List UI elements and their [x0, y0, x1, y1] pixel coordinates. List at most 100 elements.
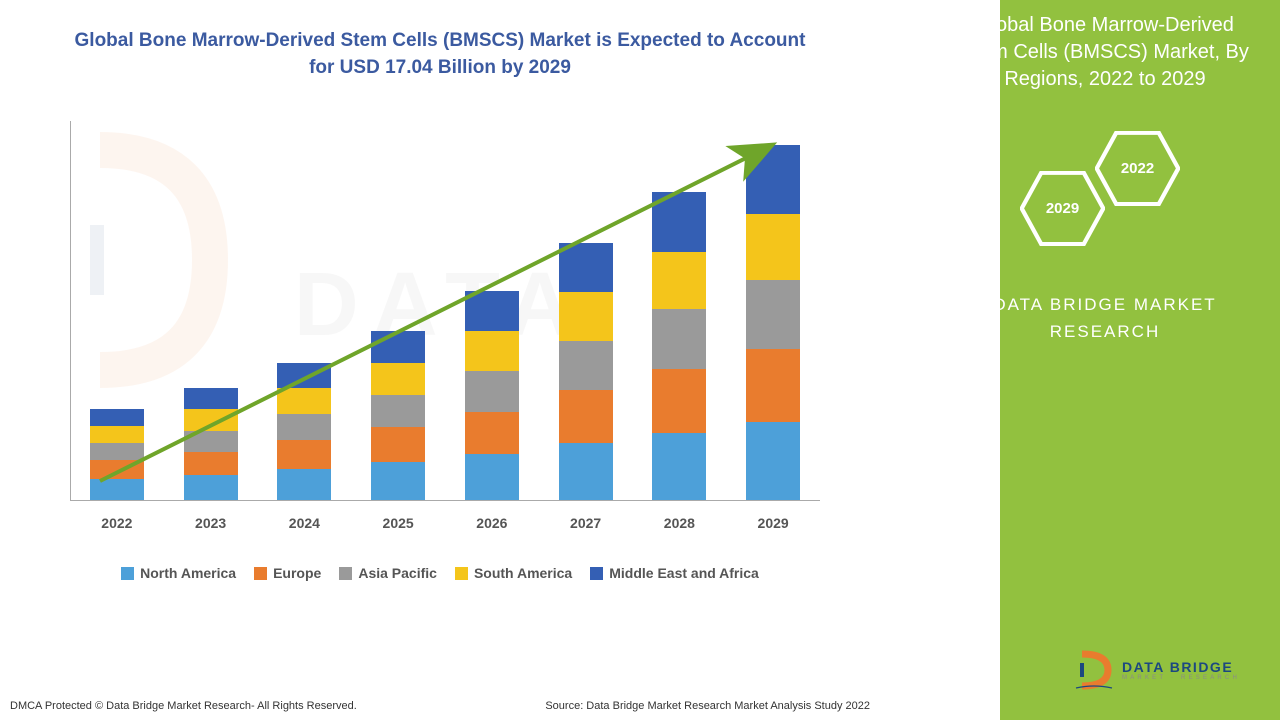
hexagon-2022-label: 2022	[1121, 160, 1154, 177]
legend-swatch	[455, 567, 468, 580]
chart-container: 20222023202420252026202720282029	[30, 121, 850, 551]
bar-stack	[559, 243, 613, 501]
legend-swatch	[254, 567, 267, 580]
legend-swatch	[121, 567, 134, 580]
panel-curve-divider	[880, 0, 1000, 720]
bar-segment	[652, 252, 706, 309]
logo-text-line2: MARKET · RESEARCH	[1122, 675, 1240, 681]
bar-segment	[371, 462, 425, 500]
hexagon-2029-label: 2029	[1046, 200, 1079, 217]
legend-swatch	[590, 567, 603, 580]
bar-segment	[465, 412, 519, 454]
bar-column	[633, 192, 727, 500]
chart-plot-area	[70, 121, 820, 501]
chart-title: Global Bone Marrow-Derived Stem Cells (B…	[30, 28, 850, 81]
x-axis-label: 2025	[351, 515, 445, 531]
bar-column	[351, 331, 445, 500]
bar-segment	[184, 409, 238, 430]
legend-item: Asia Pacific	[339, 565, 437, 581]
bar-segment	[652, 369, 706, 432]
bar-segment	[746, 422, 800, 500]
footer: DMCA Protected © Data Bridge Market Rese…	[10, 700, 870, 712]
bar-segment	[371, 363, 425, 395]
legend-label: South America	[474, 565, 572, 581]
legend-item: North America	[121, 565, 236, 581]
bar-segment	[746, 145, 800, 215]
bar-segment	[559, 390, 613, 443]
bar-column	[726, 145, 820, 501]
x-axis-label: 2029	[726, 515, 820, 531]
logo-text-line1: DATA BRIDGE	[1122, 659, 1240, 675]
bar-segment	[90, 426, 144, 443]
bar-segment	[277, 469, 331, 501]
bar-stack	[277, 363, 331, 500]
x-axis-label: 2024	[258, 515, 352, 531]
bar-segment	[184, 388, 238, 409]
bar-segment	[277, 388, 331, 413]
x-axis-label: 2027	[539, 515, 633, 531]
bar-segment	[277, 440, 331, 469]
bar-stack	[465, 291, 519, 500]
legend-item: Middle East and Africa	[590, 565, 759, 581]
bar-segment	[559, 341, 613, 391]
bar-segment	[465, 291, 519, 331]
legend-item: South America	[455, 565, 572, 581]
bar-segment	[90, 460, 144, 479]
bar-segment	[184, 452, 238, 475]
x-axis-label: 2026	[445, 515, 539, 531]
x-axis-label: 2028	[633, 515, 727, 531]
x-axis-label: 2022	[70, 515, 164, 531]
bar-segment	[465, 331, 519, 371]
bar-segment	[90, 479, 144, 500]
infographic-page: DATA Global Bone Marrow-Derived Stem Cel…	[0, 0, 1280, 720]
chart-legend: North America Europe Asia Pacific South Ame…	[30, 565, 850, 581]
bar-segment	[184, 475, 238, 500]
company-logo: DATA BRIDGE MARKET · RESEARCH	[1074, 650, 1240, 690]
hexagon-2022: 2022	[1095, 131, 1180, 205]
legend-label: Middle East and Africa	[609, 565, 759, 581]
legend-label: Asia Pacific	[358, 565, 437, 581]
x-axis-label: 2023	[164, 515, 258, 531]
bar-segment	[90, 443, 144, 460]
hexagon-2029: 2029	[1020, 171, 1105, 245]
legend-item: Europe	[254, 565, 321, 581]
bar-segment	[277, 363, 331, 388]
legend-label: Europe	[273, 565, 321, 581]
bar-segment	[184, 431, 238, 452]
bar-segment	[746, 214, 800, 279]
bar-stack	[371, 331, 425, 500]
logo-text: DATA BRIDGE MARKET · RESEARCH	[1122, 659, 1240, 681]
bar-segment	[465, 454, 519, 500]
bar-segment	[559, 292, 613, 341]
bar-column	[445, 291, 539, 500]
bar-segment	[371, 395, 425, 428]
bar-segment	[559, 443, 613, 500]
bar-segment	[371, 331, 425, 363]
footer-source: Source: Data Bridge Market Research Mark…	[545, 700, 870, 712]
bar-stack	[652, 192, 706, 500]
bar-stack	[90, 409, 144, 500]
bar-segment	[277, 414, 331, 440]
bar-segment	[371, 427, 425, 462]
left-panel: DATA Global Bone Marrow-Derived Stem Cel…	[0, 0, 880, 720]
bar-column	[164, 388, 258, 500]
x-axis-labels: 20222023202420252026202720282029	[70, 515, 820, 531]
bar-column	[258, 363, 352, 500]
bar-segment	[746, 349, 800, 422]
bar-stack	[746, 145, 800, 501]
footer-copyright: DMCA Protected © Data Bridge Market Rese…	[10, 700, 357, 712]
bar-segment	[746, 280, 800, 350]
legend-label: North America	[140, 565, 236, 581]
bar-column	[70, 409, 164, 500]
bar-segment	[465, 371, 519, 411]
hexagon-graphic: 2029 2022	[940, 131, 1280, 271]
bar-segment	[652, 433, 706, 501]
right-panel: Global Bone Marrow-Derived Stem Cells (B…	[880, 0, 1280, 720]
bar-segment	[652, 309, 706, 369]
bar-segment	[652, 192, 706, 252]
bar-segment	[90, 409, 144, 426]
bar-stack	[184, 388, 238, 500]
legend-swatch	[339, 567, 352, 580]
bar-column	[539, 243, 633, 501]
bar-segment	[559, 243, 613, 293]
